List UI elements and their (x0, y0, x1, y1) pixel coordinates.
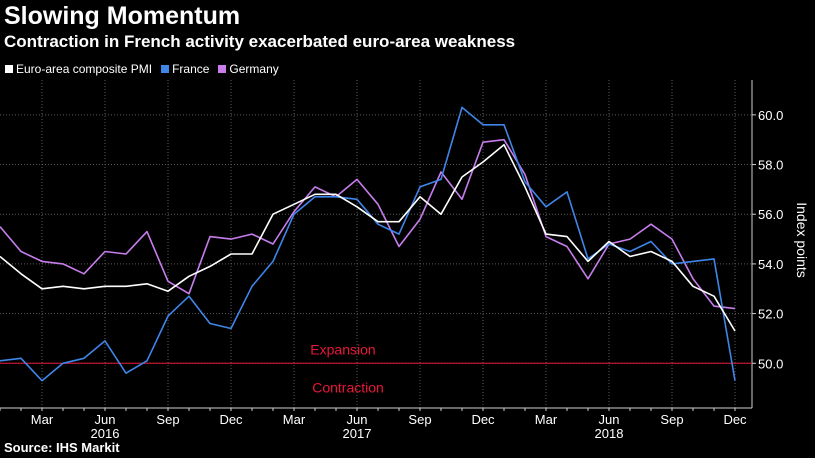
x-tick-label: Sep (156, 412, 179, 427)
legend-item-france: France (161, 62, 209, 76)
legend: Euro-area composite PMI France Germany (5, 62, 279, 76)
series-line-france (0, 106, 736, 382)
x-tick-label: Dec (219, 412, 243, 427)
series-line-germany (0, 138, 736, 310)
x-tick-label: Jun (347, 412, 368, 427)
x-tick-label: Jun (599, 412, 620, 427)
legend-swatch-france (161, 65, 170, 73)
y-axis-label: Index points (794, 202, 810, 278)
legend-label-germany: Germany (229, 62, 279, 76)
annotation-contraction: Contraction (312, 379, 384, 395)
legend-label-france: France (172, 62, 210, 76)
annotation-expansion: Expansion (310, 341, 375, 357)
legend-swatch-euro-area (5, 65, 13, 73)
x-tick-label: Sep (408, 412, 431, 427)
chart-title: Slowing Momentum (4, 2, 241, 30)
x-year-label: 2016 (91, 426, 120, 441)
source-note: Source: IHS Markit (4, 440, 120, 455)
y-tick-label: 54.0 (758, 257, 783, 272)
x-tick-label: Sep (660, 412, 683, 427)
series-line-euro-area (0, 143, 736, 332)
y-tick-label: 56.0 (758, 207, 783, 222)
legend-item-germany: Germany (218, 62, 279, 76)
x-tick-label: Mar (283, 412, 306, 427)
legend-item-euro-area: Euro-area composite PMI (5, 62, 152, 76)
y-tick-label: 50.0 (758, 356, 783, 371)
legend-label-euro-area: Euro-area composite PMI (16, 62, 153, 76)
x-year-label: 2018 (595, 426, 624, 441)
x-year-label: 2017 (343, 426, 372, 441)
x-tick-label: Jun (95, 412, 116, 427)
y-tick-label: 52.0 (758, 307, 783, 322)
x-tick-label: Dec (723, 412, 747, 427)
chart-subtitle: Contraction in French activity exacerbat… (4, 32, 516, 51)
x-tick-label: Dec (471, 412, 495, 427)
legend-swatch-germany (218, 65, 227, 73)
y-tick-label: 60.0 (758, 108, 783, 123)
x-tick-label: Mar (535, 412, 558, 427)
x-tick-label: Mar (31, 412, 54, 427)
y-tick-label: 58.0 (758, 158, 783, 173)
